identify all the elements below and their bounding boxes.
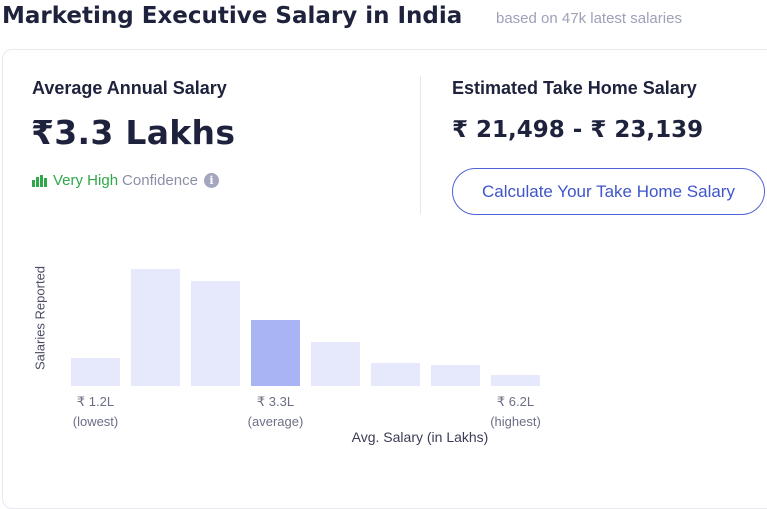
section-divider [420,76,421,214]
calculate-take-home-button[interactable]: Calculate Your Take Home Salary [452,168,765,215]
histogram-bar[interactable] [431,365,480,386]
histogram-bar[interactable] [191,281,240,386]
take-home-label: Estimated Take Home Salary [452,78,697,98]
x-tick-value: ₹ 6.2L [496,394,535,409]
page-subtitle: based on 47k latest salaries [496,10,682,27]
info-icon[interactable]: i [203,173,219,188]
histogram-bar[interactable] [491,375,540,386]
chart-y-axis-label: Salaries Reported [32,265,48,371]
confidence-word: Confidence [122,172,198,189]
confidence-indicator: Very High Confidence i [32,172,219,189]
x-tick-note: (lowest) [72,414,119,429]
page-title: Marketing Executive Salary in India [2,3,463,29]
x-tick-label: ₹ 1.2L (lowest) [73,392,119,432]
x-tick-value: ₹ 1.2L [76,394,115,409]
average-salary-label: Average Annual Salary [32,78,227,98]
histogram-bar[interactable] [251,320,300,386]
x-tick-value: ₹ 3.3L [256,394,295,409]
x-tick-label: ₹ 6.2L (highest) [490,392,541,432]
confidence-level: Very High [53,172,119,189]
x-tick-label: ₹ 3.3L (average) [248,392,304,432]
x-tick-note: (average) [247,414,304,429]
salary-card [2,49,767,509]
average-salary-value: ₹3.3 Lakhs [31,113,236,152]
histogram-bar[interactable] [71,358,120,386]
histogram-bar[interactable] [131,269,180,386]
take-home-value: ₹ 21,498 - ₹ 23,139 [452,117,704,143]
histogram-bar[interactable] [311,342,360,386]
confidence-bars-icon [32,174,47,187]
histogram-bar[interactable] [371,363,420,386]
chart-x-axis-label: Avg. Salary (in Lakhs) [351,429,489,445]
x-tick-note: (highest) [490,414,541,429]
page-header: Marketing Executive Salary in India base… [0,0,767,40]
